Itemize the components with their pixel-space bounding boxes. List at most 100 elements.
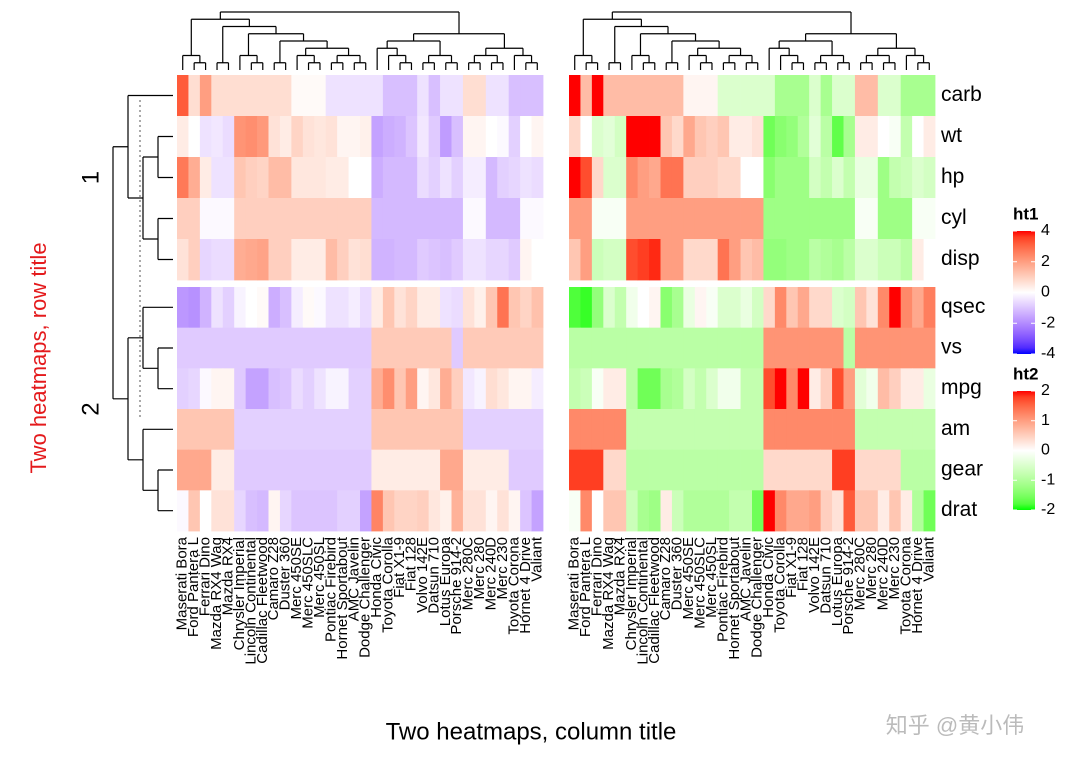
heatmap-cell — [497, 116, 510, 158]
heatmap-cell — [234, 157, 247, 199]
heatmap-cell — [717, 327, 730, 369]
column-label: Toyota Corolla — [772, 536, 789, 633]
heatmap-cell — [889, 287, 902, 329]
heatmap-cell — [360, 368, 372, 410]
heatmap-cell — [245, 490, 258, 532]
heatmap-cell — [382, 449, 395, 491]
heatmap-cell — [729, 327, 741, 369]
heatmap-cell — [485, 157, 498, 199]
heatmap-cell — [809, 409, 822, 451]
heatmap-cell — [912, 490, 924, 532]
heatmap-cell — [854, 287, 867, 329]
heatmap-cell — [591, 287, 604, 329]
heatmap-cell — [877, 198, 890, 240]
heatmap-cell — [234, 75, 247, 117]
heatmap-cell — [268, 327, 281, 369]
heatmap-cell — [820, 75, 833, 117]
heatmap-cell — [752, 198, 764, 240]
heatmap-cell — [569, 157, 581, 199]
heatmap-cell — [626, 157, 639, 199]
heatmap-cell — [591, 157, 604, 199]
heatmap-cell — [706, 409, 719, 451]
heatmap-cell — [440, 198, 452, 240]
heatmap-cell — [671, 327, 684, 369]
heatmap-cell — [717, 239, 730, 281]
heatmap-cell — [786, 327, 799, 369]
heatmap-cell — [199, 368, 212, 410]
column-label: Porsche 914-2 — [840, 537, 857, 635]
heatmap-cell — [199, 198, 212, 240]
heatmap-cell — [717, 490, 730, 532]
heatmap-cell — [820, 327, 833, 369]
heatmap-cell — [245, 157, 258, 199]
heatmap-cell — [729, 368, 741, 410]
heatmap-cell — [291, 368, 304, 410]
heatmap-cell — [188, 287, 201, 329]
heatmap-cell — [626, 198, 639, 240]
heatmap-cell — [291, 157, 304, 199]
heatmap-cell — [603, 157, 616, 199]
heatmap-cell — [900, 157, 913, 199]
heatmap-cell — [774, 287, 787, 329]
heatmap-cell — [245, 287, 258, 329]
heatmap-cell — [188, 116, 201, 158]
heatmap-cell — [866, 327, 879, 369]
heatmap-cell — [508, 368, 521, 410]
heatmap-cell — [877, 239, 890, 281]
heatmap-cell — [440, 490, 452, 532]
legend-tick-label: 0 — [1041, 284, 1050, 301]
heatmap-cell — [717, 198, 730, 240]
column-label: Maserati Bora — [566, 536, 583, 630]
heatmap-cell — [245, 449, 258, 491]
heatmap-cell — [797, 287, 810, 329]
heatmap-cell — [683, 239, 696, 281]
heatmap-cell — [451, 116, 464, 158]
heatmap-cell — [752, 409, 764, 451]
heatmap-cell — [462, 287, 475, 329]
heatmap-cell — [474, 198, 487, 240]
heatmap-cell — [660, 239, 673, 281]
heatmap-cell — [809, 368, 822, 410]
heatmap-cell — [474, 409, 487, 451]
heatmap-cell — [177, 409, 189, 451]
heatmap-cell — [234, 449, 247, 491]
heatmap-cell — [603, 239, 616, 281]
column-label: Merc 230 — [886, 537, 903, 600]
heatmap-cell — [706, 490, 719, 532]
heatmap-cell — [371, 449, 384, 491]
heatmap-cell — [912, 449, 924, 491]
heatmap-cell — [717, 116, 730, 158]
heatmap-cell — [314, 327, 327, 369]
row-slice-title: 1 — [77, 171, 104, 184]
heatmap-cell — [257, 157, 269, 199]
heatmap-cell — [222, 327, 235, 369]
heatmap-cell — [763, 239, 776, 281]
heatmap-cell — [786, 75, 799, 117]
heatmap-cell — [222, 239, 235, 281]
heatmap-cell — [797, 75, 810, 117]
heatmap-cell — [626, 116, 639, 158]
heatmap-cell — [569, 368, 581, 410]
heatmap-cell — [348, 287, 361, 329]
heatmap-cell — [394, 287, 407, 329]
heatmap-cell — [912, 409, 924, 451]
heatmap-cell — [417, 449, 430, 491]
heatmap-cell — [832, 198, 844, 240]
heatmap-cell — [188, 239, 201, 281]
heatmap-cell — [394, 239, 407, 281]
heatmap-cell — [694, 368, 707, 410]
heatmap-cell — [405, 239, 418, 281]
heatmap-cell — [291, 490, 304, 532]
heatmap-cell — [520, 368, 532, 410]
heatmap-cell — [405, 409, 418, 451]
column-label: Pontiac Firebird — [714, 537, 731, 642]
heatmap-cell — [394, 409, 407, 451]
heatmap-cell — [717, 409, 730, 451]
heatmap-cell — [211, 368, 224, 410]
heatmap-cell — [440, 287, 452, 329]
heatmap-cell — [866, 157, 879, 199]
heatmap-cell — [440, 368, 452, 410]
heatmap-cell — [371, 198, 384, 240]
heatmap-cell — [211, 75, 224, 117]
legend-title: ht2 — [1013, 364, 1039, 383]
